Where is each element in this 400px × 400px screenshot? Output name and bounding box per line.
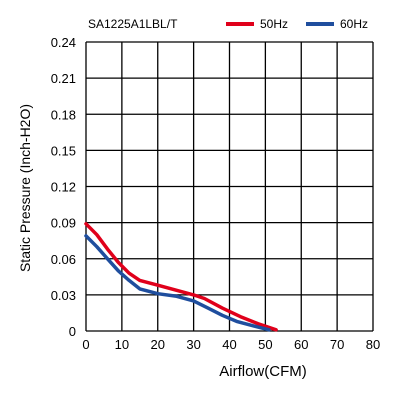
x-tick-label: 0	[82, 337, 89, 352]
y-tick-label: 0.15	[51, 143, 76, 158]
legend-label-60hz: 60Hz	[340, 17, 368, 31]
y-tick-label: 0.09	[51, 216, 76, 231]
series-line-50hz	[84, 222, 278, 332]
y-tick-label: 0.12	[51, 180, 76, 195]
legend-label-50hz: 50Hz	[260, 17, 288, 31]
y-axis-label: Static Pressure (Inch-H2O)	[17, 104, 33, 272]
x-tick-label: 60	[294, 337, 308, 352]
series-lines	[84, 222, 278, 332]
x-tick-label: 10	[115, 337, 129, 352]
x-tick-label: 70	[330, 337, 344, 352]
x-tick-labels: 0 10 20 30 40 50 60 70 80	[82, 337, 380, 352]
legend: 50Hz 60Hz	[226, 17, 368, 31]
y-tick-label: 0.03	[51, 288, 76, 303]
x-tick-label: 40	[222, 337, 236, 352]
x-tick-label: 50	[258, 337, 272, 352]
x-tick-label: 30	[186, 337, 200, 352]
y-tick-label: 0.06	[51, 252, 76, 267]
y-tick-label: 0	[69, 324, 76, 339]
grid	[85, 41, 374, 332]
series-line-60hz	[84, 234, 271, 332]
x-tick-label: 20	[151, 337, 165, 352]
y-tick-label: 0.18	[51, 107, 76, 122]
y-tick-label: 0.21	[51, 71, 76, 86]
model-label: SA1225A1LBL/T	[88, 17, 178, 31]
y-tick-labels: 0 0.03 0.06 0.09 0.12 0.15 0.18 0.21 0.24	[51, 35, 76, 339]
x-tick-label: 80	[366, 337, 380, 352]
y-tick-label: 0.24	[51, 35, 76, 50]
x-axis-label: Airflow(CFM)	[219, 363, 307, 380]
